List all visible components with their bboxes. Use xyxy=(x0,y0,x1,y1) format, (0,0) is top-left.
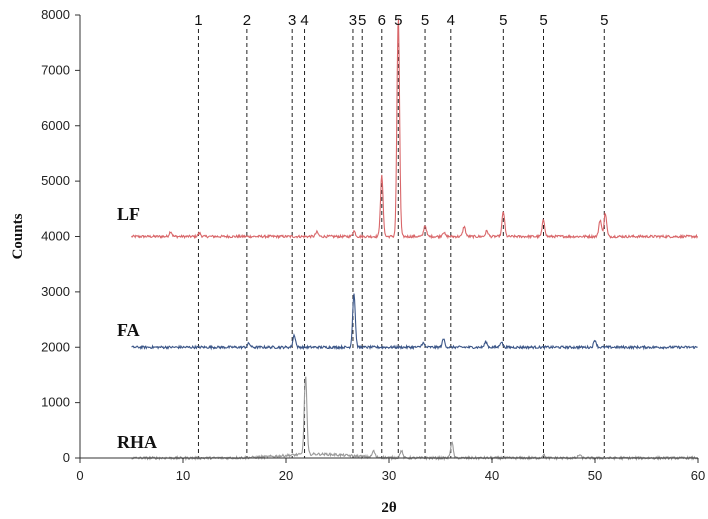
reference-line-label: 5 xyxy=(600,12,608,29)
x-tick-label: 0 xyxy=(76,468,83,483)
y-tick-label: 6000 xyxy=(41,118,70,133)
reference-line-label: 3 xyxy=(288,12,296,29)
series-label-rha: RHA xyxy=(117,432,157,452)
y-tick-label: 4000 xyxy=(41,229,70,244)
series-line-lf xyxy=(131,19,699,240)
tick-labels: 0 10 20 30 40 50 60 0 1000 2000 3000 4000 5000 6000 70… xyxy=(41,7,705,483)
series-line-fa xyxy=(131,293,698,351)
series-label-lf: LF xyxy=(117,204,140,224)
reference-line-label: 4 xyxy=(300,12,308,29)
y-tick-label: 7000 xyxy=(41,62,70,77)
y-tick-label: 3000 xyxy=(41,284,70,299)
x-tick-label: 20 xyxy=(279,468,293,483)
x-tick-label: 10 xyxy=(176,468,190,483)
series-lines xyxy=(131,19,699,462)
y-tick-label: 2000 xyxy=(41,339,70,354)
x-axis-title: 2θ xyxy=(381,500,397,516)
reference-line-label: 5 xyxy=(421,12,429,29)
reference-line-label: 5 xyxy=(394,12,402,29)
y-tick-label: 8000 xyxy=(41,7,70,22)
x-tick-label: 60 xyxy=(691,468,705,483)
reference-line-label: 6 xyxy=(378,12,386,29)
reference-line-label: 5 xyxy=(539,12,547,29)
reference-line-label: 1 xyxy=(194,12,202,29)
y-axis-title: Counts xyxy=(10,213,26,259)
reference-line-label: 4 xyxy=(447,12,455,29)
reference-line-label: 5 xyxy=(358,12,366,29)
y-tick-label: 0 xyxy=(63,450,70,465)
series-labels: LF FA RHA xyxy=(117,204,157,452)
series-label-fa: FA xyxy=(117,320,140,340)
reference-line-label: 2 xyxy=(243,12,251,29)
reference-line-label: 5 xyxy=(499,12,507,29)
y-tick-label: 5000 xyxy=(41,173,70,188)
y-tick-label: 1000 xyxy=(41,395,70,410)
reference-line-label: 3 xyxy=(349,12,357,29)
x-tick-label: 50 xyxy=(588,468,602,483)
x-tick-label: 40 xyxy=(485,468,499,483)
x-tick-label: 30 xyxy=(382,468,396,483)
axes xyxy=(75,14,699,463)
series-line-rha xyxy=(131,376,698,462)
reference-lines xyxy=(197,29,605,458)
